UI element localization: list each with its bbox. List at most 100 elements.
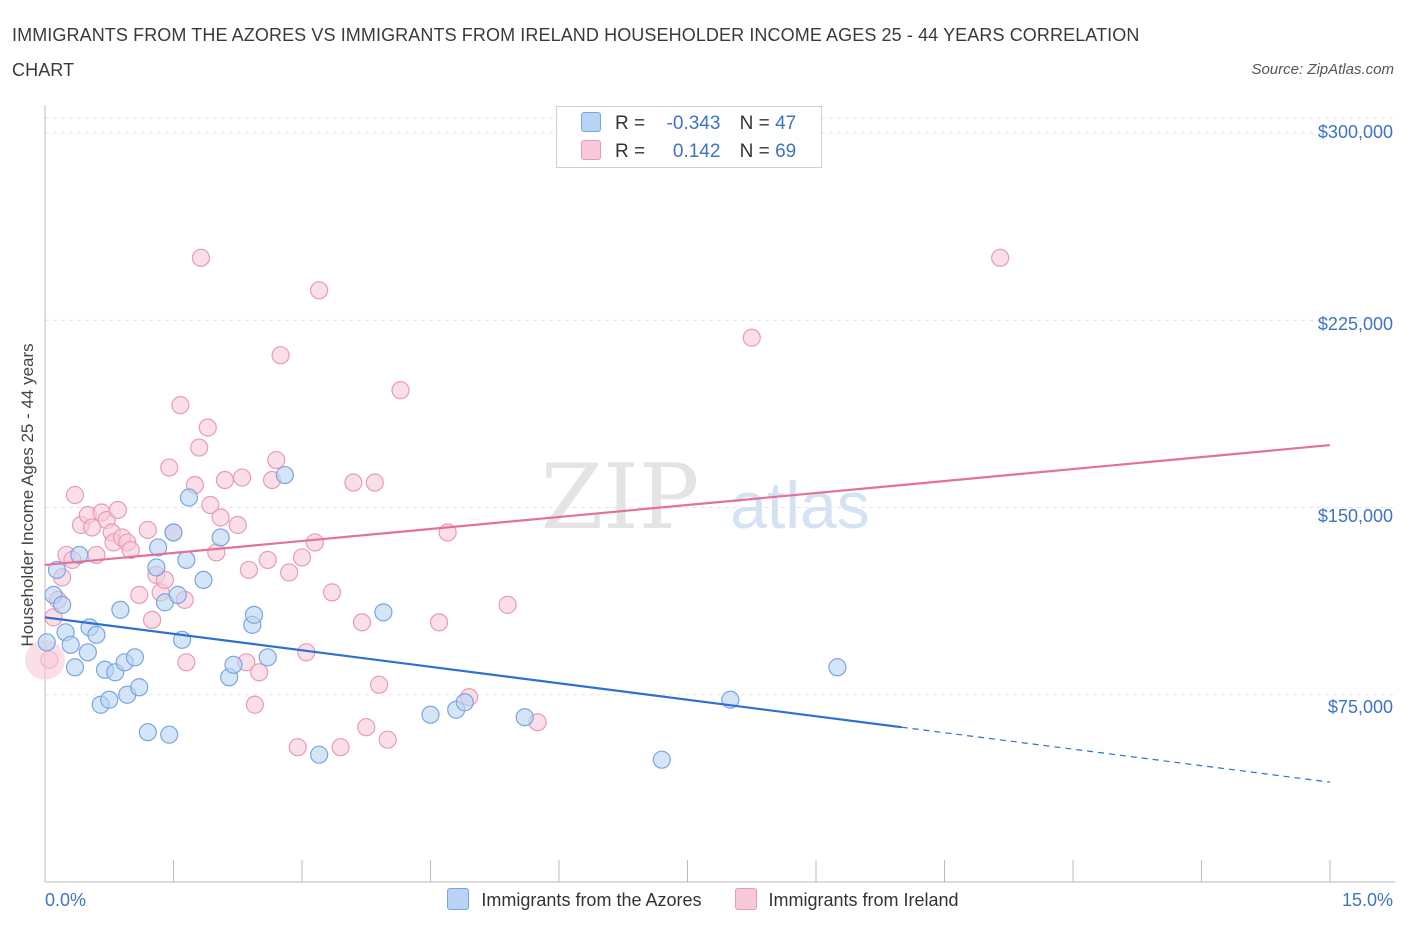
ireland-point [391, 381, 410, 400]
azores-point [65, 658, 85, 677]
ireland-point [498, 595, 517, 614]
azores-point [168, 585, 187, 604]
azores-point [179, 488, 199, 507]
ireland-point [322, 583, 342, 602]
legend-n-value-ireland: 69 [775, 141, 797, 162]
ireland-point [142, 610, 162, 629]
ireland-point-large [25, 639, 65, 680]
ireland-point [130, 585, 149, 604]
azores-trend-extension [901, 726, 1331, 783]
ireland-point [429, 613, 449, 632]
azores-point [194, 570, 213, 590]
ireland-point [370, 675, 389, 694]
azores-point [148, 538, 168, 557]
azores-trend-line [44, 616, 902, 729]
legend-swatch-ireland [734, 888, 757, 910]
legend-swatch-ireland [581, 140, 601, 160]
azores-point [828, 658, 847, 677]
ireland-point [280, 563, 299, 582]
azores-point [374, 603, 393, 622]
ireland-trend-line [44, 443, 1331, 567]
ireland-point [207, 543, 226, 562]
chart-source: Source: ZipAtlas.com [1251, 61, 1394, 78]
azores-point [244, 605, 264, 624]
legend-n-label: N = [739, 141, 770, 162]
azores-points [37, 465, 847, 769]
ireland-point [232, 468, 252, 487]
ireland-point [742, 328, 761, 347]
ireland-point [250, 663, 269, 682]
ireland-point [292, 548, 312, 567]
legend-item-ireland[interactable]: Immigrants from Ireland [734, 888, 959, 911]
azores-point [111, 600, 130, 619]
x-tick-label-max: 15.0% [1341, 890, 1393, 910]
azores-point [177, 550, 196, 570]
ireland-point [352, 613, 372, 632]
azores-point [87, 625, 106, 644]
legend-swatch-azores [581, 112, 601, 132]
ireland-point [991, 248, 1010, 267]
azores-point [211, 528, 230, 547]
legend-n-value-azores: 47 [775, 113, 797, 134]
ireland-point [190, 438, 209, 457]
ireland-point [267, 450, 286, 470]
legend-label-azores: Immigrants from the Azores [481, 890, 702, 910]
azores-point [310, 745, 329, 764]
grid-lines [45, 117, 1395, 696]
ireland-point [160, 458, 179, 477]
y-tick-label-75k: $75,000 [1327, 697, 1393, 717]
ireland-point [121, 540, 140, 560]
azores-point [652, 750, 671, 769]
ireland-point [288, 738, 307, 757]
azores-point [47, 560, 67, 580]
ireland-point [201, 495, 220, 515]
ireland-point [65, 485, 85, 505]
watermark-atlas: atlas [730, 468, 869, 542]
ireland-point [138, 520, 157, 540]
azores-point [147, 558, 166, 577]
azores-point [53, 595, 72, 614]
ireland-point [177, 653, 196, 672]
stats-legend: R = -0.343 N = 47 R = 0.142 N = 69 [556, 106, 822, 168]
axes [44, 105, 1395, 883]
legend-row-azores: R = -0.343 N = 47 [581, 112, 796, 136]
series-legend: Immigrants from the Azores Immigrants fr… [0, 888, 1406, 911]
azores-point [125, 648, 145, 667]
watermark-zip: ZIP [541, 445, 700, 550]
ireland-point [344, 473, 363, 492]
azores-point [61, 635, 80, 654]
azores-point [37, 633, 56, 652]
azores-point [130, 678, 149, 697]
ireland-point [83, 518, 102, 537]
azores-point [138, 723, 157, 742]
trend-lines [44, 443, 1331, 783]
azores-point [164, 523, 183, 542]
azores-point [258, 648, 277, 667]
ireland-point [211, 508, 230, 527]
ireland-point [228, 515, 247, 535]
ireland-point [365, 473, 384, 492]
azores-point [515, 708, 534, 727]
ireland-point [198, 418, 217, 437]
legend-label-ireland: Immigrants from Ireland [768, 890, 959, 910]
azores-point [275, 465, 294, 485]
azores-point [70, 545, 89, 565]
legend-swatch-azores [447, 888, 470, 910]
legend-r-label: R = [615, 113, 646, 134]
y-tick-label-300k: $300,000 [1317, 122, 1393, 142]
ireland-point [171, 396, 190, 415]
y-tick-label-225k: $225,000 [1317, 314, 1393, 334]
azores-point [78, 643, 97, 662]
ireland-point [245, 695, 264, 714]
azores-point [100, 690, 119, 709]
legend-item-azores[interactable]: Immigrants from the Azores [447, 888, 702, 911]
ireland-point [215, 470, 234, 490]
legend-row-ireland: R = 0.142 N = 69 [581, 140, 796, 164]
legend-n-label: N = [739, 113, 770, 134]
ireland-point [155, 570, 175, 590]
ireland-point [191, 248, 211, 267]
legend-r-label: R = [615, 141, 646, 162]
chart-title: IMMIGRANTS FROM THE AZORES VS IMMIGRANTS… [12, 25, 1140, 80]
ireland-point [239, 560, 258, 580]
